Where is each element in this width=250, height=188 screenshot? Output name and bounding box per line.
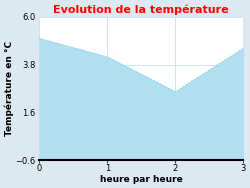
X-axis label: heure par heure: heure par heure bbox=[100, 175, 183, 184]
Title: Evolution de la température: Evolution de la température bbox=[54, 4, 229, 15]
Y-axis label: Température en °C: Température en °C bbox=[4, 41, 14, 136]
